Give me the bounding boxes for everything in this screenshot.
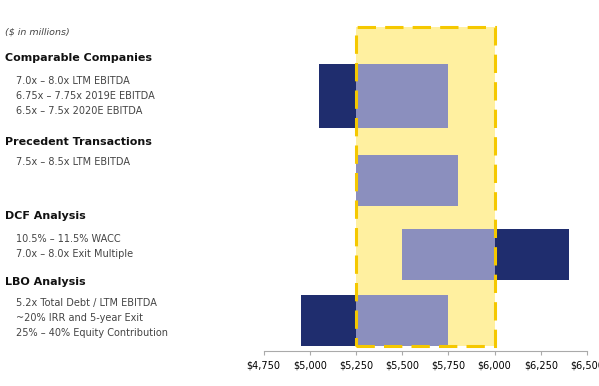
Bar <box>356 295 449 346</box>
Bar <box>356 27 495 346</box>
Text: 6.75x – 7.75x 2019E EBITDA: 6.75x – 7.75x 2019E EBITDA <box>16 91 155 101</box>
Text: 10.5% – 11.5% WACC: 10.5% – 11.5% WACC <box>16 234 120 244</box>
Text: Precedent Transactions: Precedent Transactions <box>5 137 152 147</box>
Bar <box>301 295 356 346</box>
Text: 7.5x – 8.5x LTM EBITDA: 7.5x – 8.5x LTM EBITDA <box>16 157 130 167</box>
Text: Comparable Companies: Comparable Companies <box>5 52 152 63</box>
Text: 7.0x – 8.0x Exit Multiple: 7.0x – 8.0x Exit Multiple <box>16 249 133 259</box>
Text: 6.5x – 7.5x 2020E EBITDA: 6.5x – 7.5x 2020E EBITDA <box>16 106 142 116</box>
Bar <box>319 64 356 128</box>
Bar <box>356 155 458 206</box>
Bar <box>402 229 495 280</box>
Text: LBO Analysis: LBO Analysis <box>5 277 86 287</box>
Text: 7.0x – 8.0x LTM EBITDA: 7.0x – 8.0x LTM EBITDA <box>16 76 129 86</box>
Text: DCF Analysis: DCF Analysis <box>5 211 86 221</box>
Bar <box>495 229 568 280</box>
Text: ~20% IRR and 5-year Exit: ~20% IRR and 5-year Exit <box>16 313 143 323</box>
Text: 5.2x Total Debt / LTM EBITDA: 5.2x Total Debt / LTM EBITDA <box>16 298 157 308</box>
Bar <box>356 27 495 346</box>
Text: ($ in millions): ($ in millions) <box>5 27 70 37</box>
Text: 25% – 40% Equity Contribution: 25% – 40% Equity Contribution <box>16 328 168 339</box>
Bar <box>356 64 449 128</box>
